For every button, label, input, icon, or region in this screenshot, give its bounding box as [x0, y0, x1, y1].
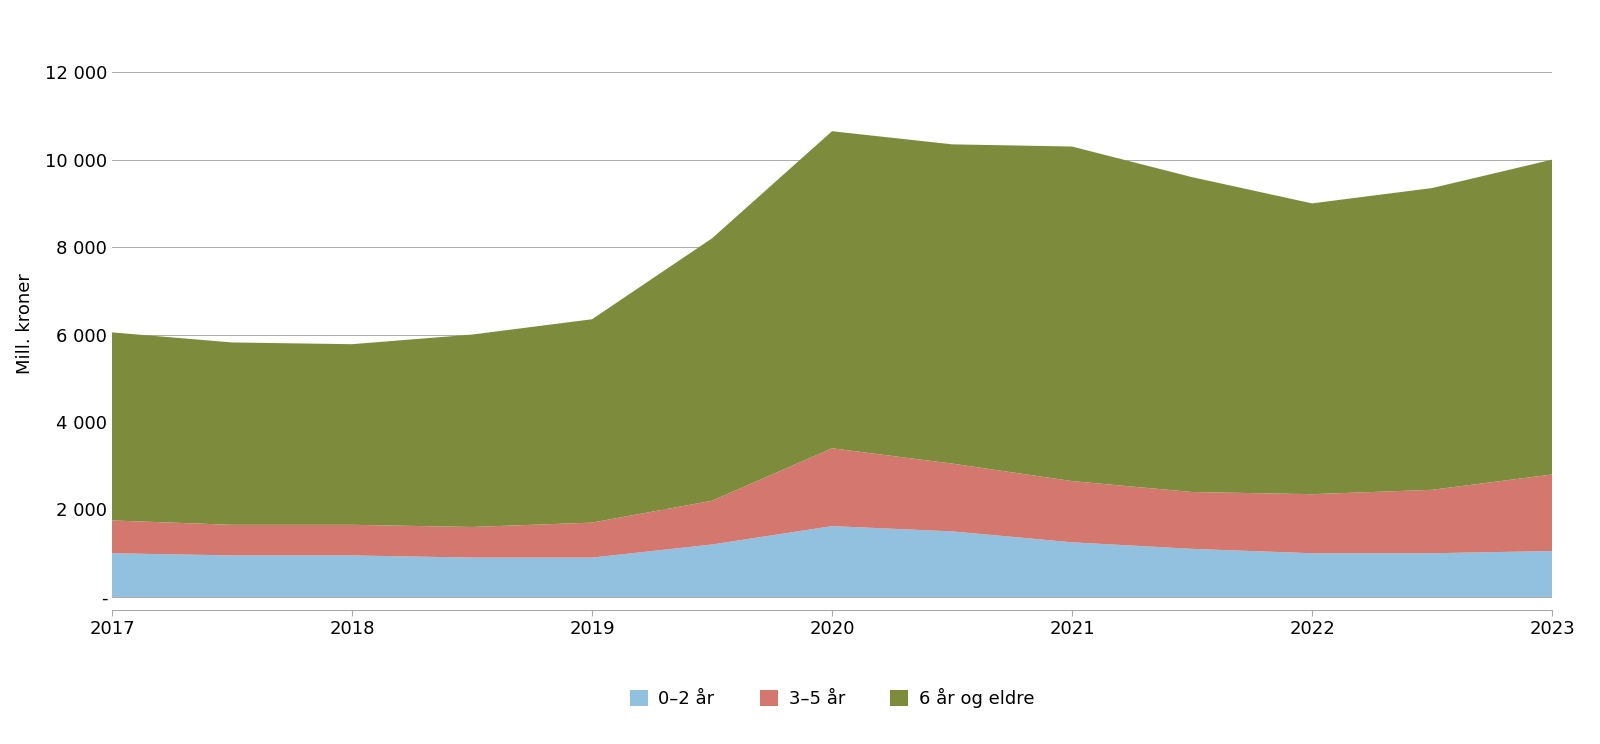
Legend: 0–2 år, 3–5 år, 6 år og eldre: 0–2 år, 3–5 år, 6 år og eldre: [629, 688, 1035, 708]
Y-axis label: Mill. kroner: Mill. kroner: [16, 273, 34, 374]
